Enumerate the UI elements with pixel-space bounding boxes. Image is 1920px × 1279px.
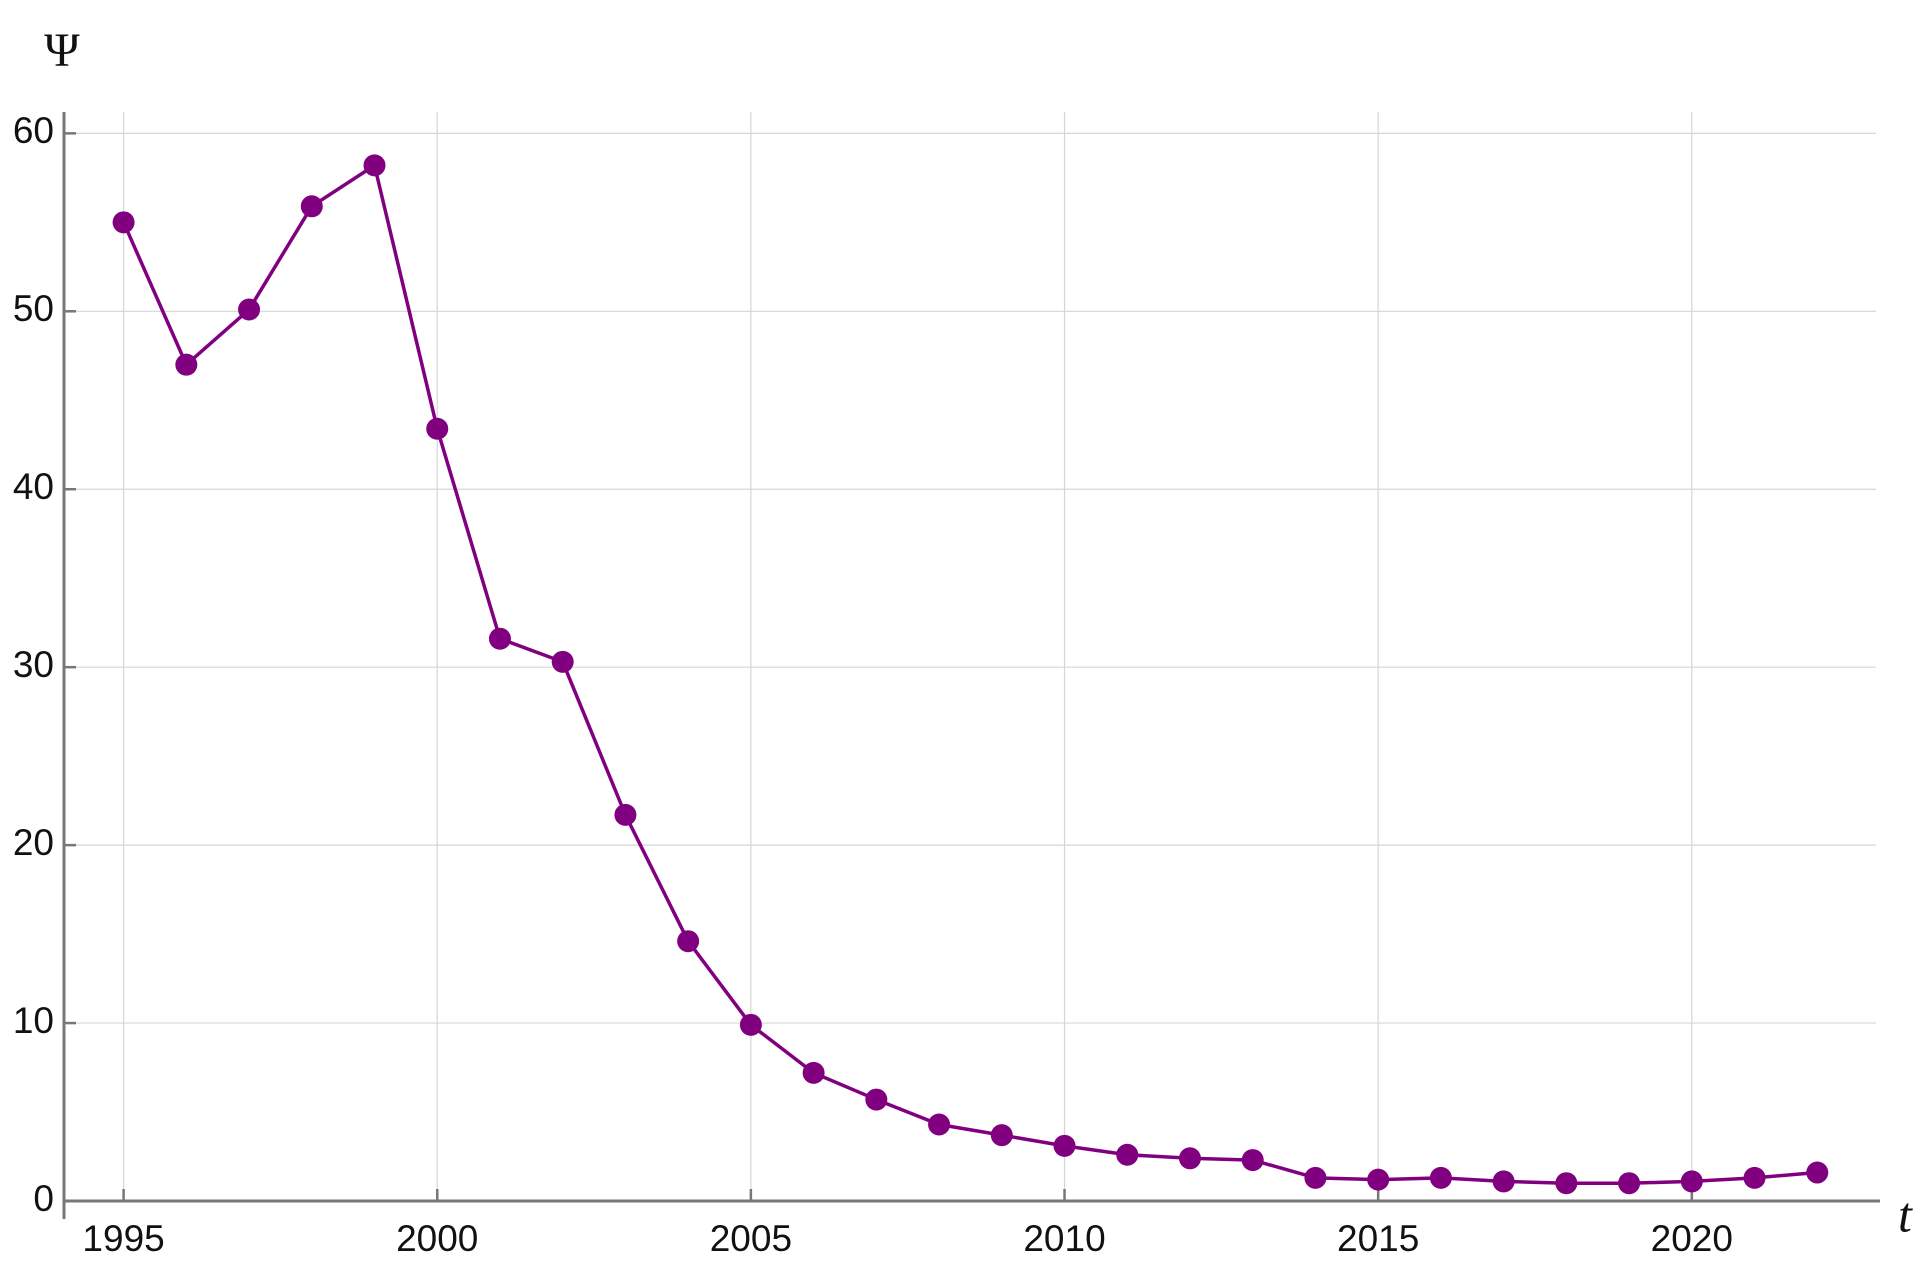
y-tick-label: 10	[13, 1000, 54, 1041]
data-point	[551, 650, 574, 673]
data-point	[175, 353, 198, 376]
data-point	[1116, 1143, 1139, 1166]
data-point	[1618, 1172, 1641, 1195]
data-point	[1053, 1134, 1076, 1157]
data-point	[1178, 1147, 1201, 1170]
series-line	[121, 163, 1818, 1185]
data-point	[1743, 1166, 1766, 1189]
x-tick-label: 2000	[396, 1218, 478, 1259]
data-point	[1367, 1168, 1390, 1191]
y-axis-label: Ψ	[44, 24, 80, 77]
data-point	[928, 1113, 951, 1136]
y-tick-label: 50	[13, 288, 54, 329]
data-point	[1806, 1161, 1829, 1184]
data-point	[990, 1124, 1013, 1147]
data-point	[677, 930, 700, 953]
x-tick-label: 2015	[1337, 1218, 1419, 1259]
data-point	[1241, 1149, 1264, 1172]
data-point	[1492, 1170, 1515, 1193]
data-point	[300, 195, 323, 218]
x-tick-label: 2010	[1023, 1218, 1105, 1259]
data-point	[363, 154, 386, 177]
data-point	[1680, 1170, 1703, 1193]
data-point	[488, 627, 511, 650]
x-axis-label: t	[1898, 1186, 1913, 1242]
x-tick-label: 2005	[710, 1218, 792, 1259]
x-tick-label: 2020	[1651, 1218, 1733, 1259]
data-point	[426, 417, 449, 440]
data-point	[802, 1061, 825, 1084]
x-tick-label: 1995	[82, 1218, 164, 1259]
data-point	[865, 1088, 888, 1111]
y-tick-label: 60	[13, 110, 54, 151]
data-point	[112, 211, 135, 234]
y-tick-label: 30	[13, 644, 54, 685]
data-point	[1304, 1166, 1327, 1189]
data-point	[1429, 1166, 1452, 1189]
data-point	[739, 1013, 762, 1036]
y-tick-label: 40	[13, 466, 54, 507]
data-point	[614, 803, 637, 826]
data-point	[238, 298, 261, 321]
data-point	[1555, 1172, 1578, 1195]
y-tick-label: 0	[33, 1178, 54, 1219]
y-tick-label: 20	[13, 822, 54, 863]
